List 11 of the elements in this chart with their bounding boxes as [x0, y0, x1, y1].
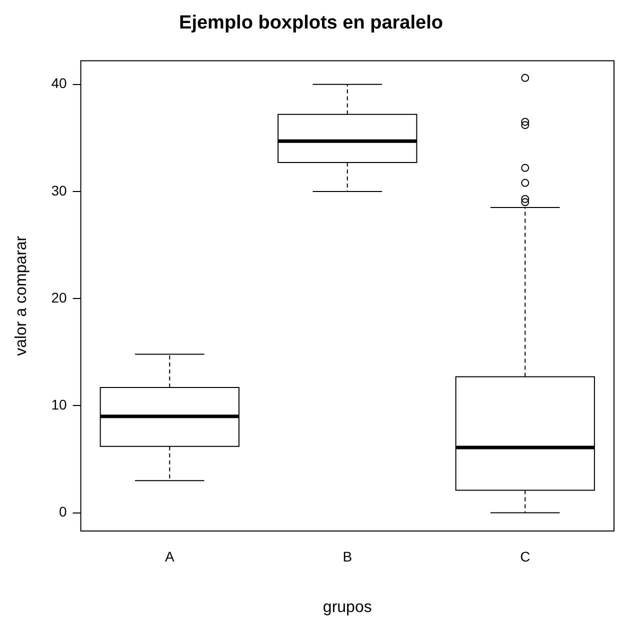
y-axis-title: valor a comparar	[13, 235, 30, 356]
chart-title: Ejemplo boxplots en paralelo	[179, 12, 443, 34]
y-tick-label: 30	[51, 182, 67, 198]
x-tick-label: C	[520, 548, 530, 564]
x-tick-label: B	[342, 548, 352, 564]
x-tick-label: A	[164, 548, 175, 564]
y-tick-label: 0	[58, 504, 67, 520]
y-tick-label: 20	[51, 289, 67, 306]
y-tick-label: 40	[51, 75, 67, 92]
x-axis-title: grupos	[322, 598, 372, 616]
y-tick-label: 10	[51, 396, 67, 413]
